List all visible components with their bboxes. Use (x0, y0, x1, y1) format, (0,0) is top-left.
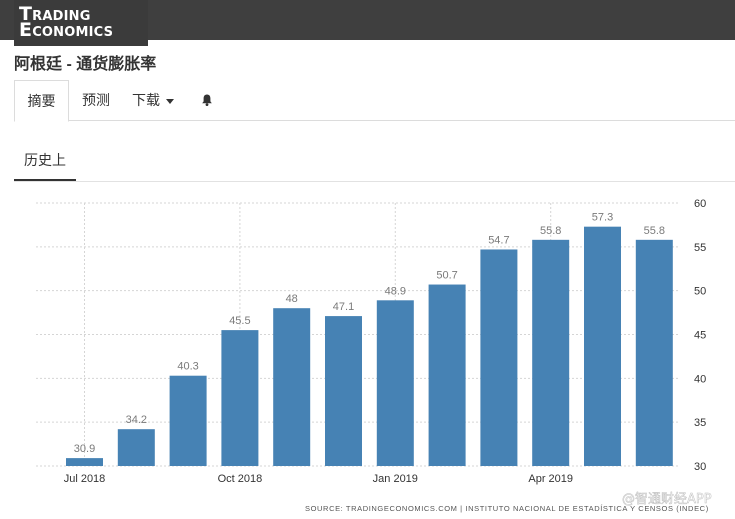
bell-icon (202, 94, 212, 106)
data-label: 57.3 (592, 212, 613, 224)
data-label: 47.1 (333, 301, 354, 313)
tab-download-label: 下载 (132, 92, 160, 108)
x-tick-label: Jul 2018 (64, 473, 106, 485)
tab-bar: 摘要 预测 下载 (14, 80, 735, 122)
bar (428, 284, 466, 466)
tab-download[interactable]: 下载 (128, 80, 178, 120)
trading-economics-logo[interactable]: TRADING ECONOMICS (14, 0, 148, 46)
data-label: 30.9 (74, 443, 95, 455)
page-title: 阿根廷 - 通货膨胀率 (14, 56, 157, 73)
y-tick-label: 55 (694, 242, 706, 254)
bar (480, 249, 518, 466)
data-label: 48 (286, 293, 298, 305)
watermark-text: @智通财经APP (622, 492, 712, 507)
data-label: 40.3 (177, 361, 198, 373)
bell-button[interactable] (194, 80, 220, 120)
tab-summary-label: 摘要 (27, 93, 56, 109)
y-tick-label: 45 (694, 330, 706, 342)
data-label: 54.7 (488, 234, 509, 246)
bar (66, 458, 103, 466)
data-label: 55.8 (540, 225, 561, 237)
data-label: 50.7 (436, 270, 457, 282)
data-label: 45.5 (229, 315, 250, 327)
x-tick-label: Oct 2018 (218, 473, 263, 485)
source-text: SOURCE: TRADINGECONOMICS.COM | INSTITUTO… (305, 504, 709, 513)
chevron-down-icon (166, 98, 174, 104)
bar (169, 375, 207, 466)
x-tick-label: Jan 2019 (373, 473, 418, 485)
y-tick-label: 40 (694, 373, 706, 385)
sub-tab-bar: 历史上 (14, 140, 735, 182)
bar (221, 330, 259, 466)
y-tick-label: 30 (694, 461, 706, 473)
bar (584, 226, 621, 466)
x-tick-label: Apr 2019 (528, 473, 573, 485)
bar (532, 239, 570, 466)
tab-forecast[interactable]: 预测 (74, 80, 118, 120)
bar (376, 300, 414, 466)
bar (273, 308, 311, 466)
bar (635, 239, 673, 466)
tab-forecast-label: 预测 (82, 92, 110, 108)
data-label: 34.2 (126, 414, 147, 426)
y-tick-label: 50 (694, 286, 706, 298)
tab-historical[interactable]: 历史上 (14, 140, 76, 181)
bar (325, 316, 362, 466)
y-tick-label: 35 (694, 417, 706, 429)
data-label: 55.8 (644, 225, 665, 237)
bar (117, 429, 155, 466)
tab-summary[interactable]: 摘要 (14, 80, 69, 122)
data-label: 48.9 (385, 285, 406, 297)
y-tick-label: 60 (694, 198, 706, 210)
